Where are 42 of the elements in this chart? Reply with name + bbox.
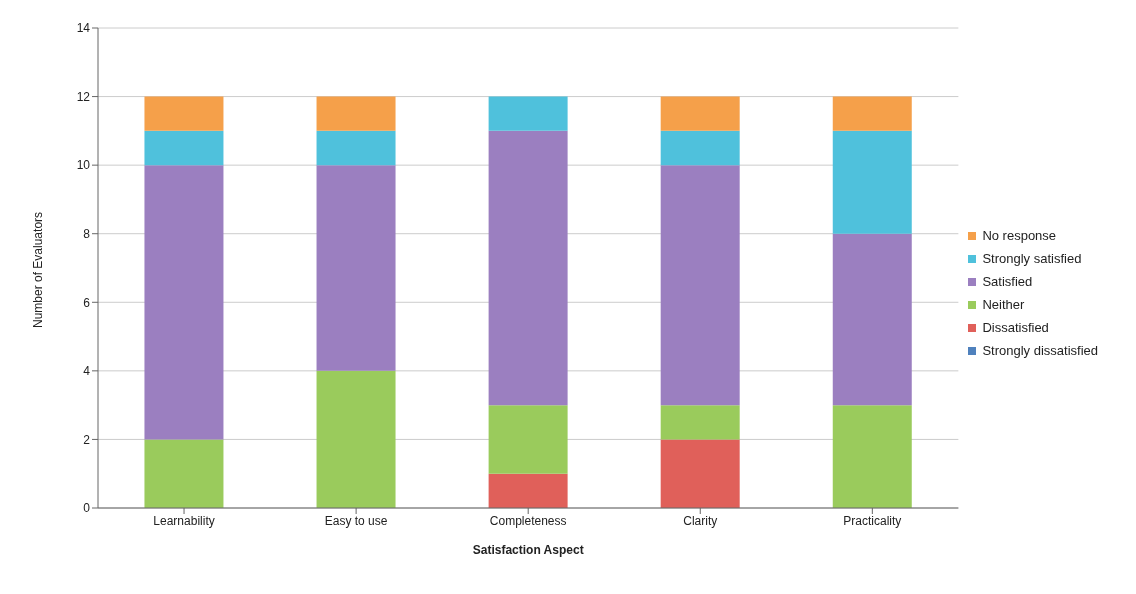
- bar: [316, 165, 396, 371]
- y-axis-title: Number of Evaluators: [31, 211, 46, 328]
- legend-label: Neither: [982, 297, 1025, 312]
- y-tick-label: 0: [83, 501, 91, 516]
- bar: [832, 233, 912, 406]
- y-tick-label: 2: [83, 432, 91, 447]
- legend-label: No response: [982, 228, 1057, 243]
- y-tick-label: 12: [76, 89, 91, 104]
- x-tick-label: Easy to use: [324, 513, 388, 528]
- bar: [660, 439, 740, 508]
- bar: [488, 130, 568, 406]
- y-tick-label: 14: [76, 21, 91, 36]
- legend-label: Strongly satisfied: [982, 251, 1082, 266]
- y-tick-label: 8: [83, 226, 91, 241]
- bar: [316, 96, 396, 131]
- bar: [144, 439, 224, 508]
- x-tick-label: Clarity: [683, 513, 718, 528]
- x-tick-label: Learnability: [153, 513, 215, 528]
- legend-label: Strongly dissatisfied: [982, 343, 1098, 358]
- bar: [488, 96, 568, 131]
- x-tick-label: Practicality: [843, 513, 902, 528]
- bar: [660, 130, 740, 166]
- legend-label: Satisfied: [982, 274, 1033, 289]
- bar: [316, 130, 396, 166]
- bar: [832, 130, 912, 234]
- legend-label: Dissatisfied: [982, 320, 1049, 335]
- bar: [144, 165, 224, 440]
- bar: [832, 96, 912, 131]
- bar: [144, 130, 224, 166]
- bar: [832, 405, 912, 508]
- bar: [660, 96, 740, 131]
- y-tick-label: 10: [76, 158, 91, 173]
- x-axis-title: Satisfaction Aspect: [472, 543, 584, 557]
- y-tick-label: 6: [83, 295, 91, 310]
- bar: [488, 473, 568, 508]
- x-tick-label: Completeness: [489, 513, 567, 528]
- y-tick-label: 4: [83, 364, 91, 379]
- bar: [660, 165, 740, 406]
- bar: [144, 96, 224, 131]
- bar: [316, 370, 396, 508]
- bar: [660, 405, 740, 440]
- bar: [488, 405, 568, 474]
